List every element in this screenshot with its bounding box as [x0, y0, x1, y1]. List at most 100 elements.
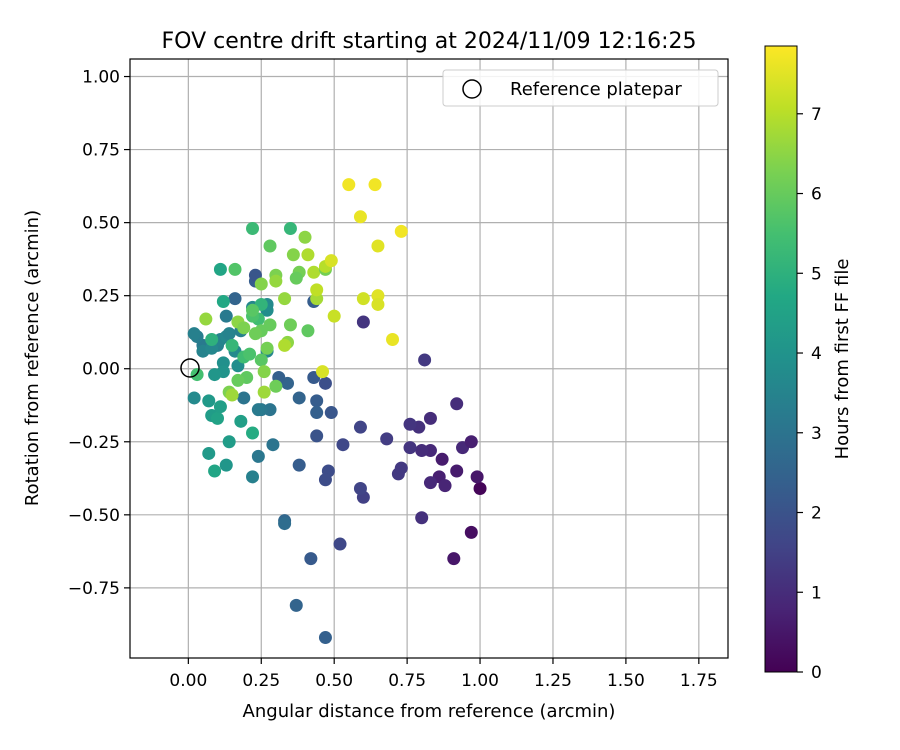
- y-tick-label: 0.75: [82, 141, 120, 161]
- scatter-point: [231, 373, 245, 387]
- y-tick-label: −0.25: [68, 433, 120, 453]
- scatter-point: [187, 391, 201, 405]
- scatter-point: [199, 312, 213, 326]
- scatter-point: [246, 303, 260, 317]
- scatter-point: [403, 441, 417, 455]
- scatter-point: [423, 476, 437, 490]
- scatter-point: [356, 292, 370, 306]
- scatter-point: [254, 353, 268, 367]
- scatter-point: [310, 394, 324, 408]
- scatter-point: [187, 327, 201, 341]
- chart-title: FOV centre drift starting at 2024/11/09 …: [162, 29, 697, 54]
- scatter-point: [222, 435, 236, 449]
- scatter-point: [438, 479, 452, 493]
- scatter-point: [386, 333, 400, 347]
- scatter-point: [219, 309, 233, 323]
- scatter-point: [292, 391, 306, 405]
- colorbar-tick-label: 0: [811, 663, 822, 683]
- scatter-point: [415, 511, 429, 525]
- x-tick-label: 0.25: [242, 671, 280, 691]
- scatter-point: [301, 248, 315, 262]
- scatter-point: [470, 470, 484, 484]
- y-axis-ticks: 1.00 0.75 0.50 0.25 0.00 −0.25 −0.50 −0.75: [68, 68, 130, 599]
- scatter-point: [336, 438, 350, 452]
- scatter-point: [286, 248, 300, 262]
- y-tick-label: 0.00: [82, 360, 120, 380]
- colorbar-tick-label: 6: [811, 185, 822, 205]
- y-tick-label: 0.50: [82, 214, 120, 234]
- scatter-point: [211, 411, 225, 425]
- scatter-point: [342, 178, 356, 192]
- x-axis-label: Angular distance from reference (arcmin): [243, 701, 616, 722]
- legend-reference-label: Reference platepar: [510, 79, 682, 100]
- x-tick-label: 0.75: [388, 671, 426, 691]
- scatter-point: [246, 221, 260, 235]
- scatter-point: [263, 239, 277, 253]
- colorbar-tick-label: 5: [811, 264, 822, 284]
- scatter-point: [464, 525, 478, 539]
- scatter-point: [473, 482, 487, 496]
- scatter-point: [423, 411, 437, 425]
- scatter-point: [246, 426, 260, 440]
- y-axis-label: Rotation from reference (arcmin): [22, 210, 43, 506]
- scatter-point: [237, 321, 251, 335]
- scatter-point: [301, 324, 315, 338]
- colorbar-tick-label: 4: [811, 344, 822, 364]
- scatter-point: [318, 376, 332, 390]
- scatter-point: [208, 464, 222, 478]
- scatter-point: [310, 406, 324, 420]
- scatter-point: [216, 295, 230, 309]
- scatter-point: [447, 552, 461, 566]
- scatter-point: [324, 254, 338, 268]
- legend: Reference platepar: [442, 69, 719, 107]
- y-tick-label: 0.25: [82, 287, 120, 307]
- scatter-point: [269, 379, 283, 393]
- colorbar-tick-label: 1: [811, 583, 822, 603]
- scatter-point: [266, 438, 280, 452]
- scatter-point: [353, 482, 367, 496]
- scatter-point: [324, 406, 338, 420]
- x-tick-label: 1.25: [534, 671, 572, 691]
- scatter-points: [187, 178, 487, 645]
- scatter-point: [202, 446, 216, 460]
- scatter-point: [243, 347, 257, 361]
- scatter-point: [237, 391, 251, 405]
- scatter-point: [318, 473, 332, 487]
- scatter-point: [310, 283, 324, 297]
- scatter-point: [304, 552, 318, 566]
- scatter-point: [208, 368, 222, 382]
- y-tick-label: −0.50: [68, 506, 120, 526]
- scatter-point: [298, 230, 312, 244]
- scatter-point: [202, 394, 216, 408]
- scatter-point: [278, 292, 292, 306]
- scatter-point: [318, 631, 332, 645]
- scatter-point: [435, 452, 449, 466]
- x-tick-label: 0.50: [315, 671, 353, 691]
- scatter-point: [380, 432, 394, 446]
- scatter-point: [260, 341, 274, 355]
- scatter-point: [213, 262, 227, 276]
- scatter-point: [283, 221, 297, 235]
- scatter-point: [257, 385, 271, 399]
- scatter-point: [219, 458, 233, 472]
- scatter-point: [289, 271, 303, 285]
- scatter-point: [371, 239, 385, 253]
- y-tick-label: 1.00: [82, 68, 120, 88]
- scatter-point: [251, 403, 265, 417]
- scatter-point: [269, 274, 283, 288]
- x-tick-label: 1.50: [607, 671, 645, 691]
- scatter-point: [310, 429, 324, 443]
- scatter-point: [353, 210, 367, 224]
- scatter-point: [292, 458, 306, 472]
- scatter-point: [289, 598, 303, 612]
- colorbar: [764, 45, 798, 673]
- legend-reference-marker: [462, 79, 482, 99]
- scatter-point: [327, 309, 341, 323]
- scatter-point: [316, 365, 330, 379]
- plot-frame: [129, 58, 729, 659]
- scatter-point: [205, 333, 219, 347]
- scatter-point: [228, 292, 242, 306]
- scatter-point: [228, 262, 242, 276]
- scatter-point: [225, 388, 239, 402]
